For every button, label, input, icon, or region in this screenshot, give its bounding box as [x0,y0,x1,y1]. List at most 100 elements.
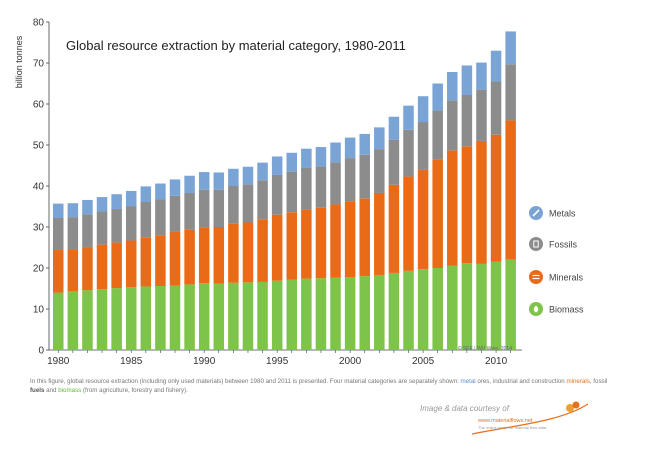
y-tick-label: 40 [33,182,45,193]
bar-fossils-2011 [505,64,516,121]
y-tick-label: 80 [33,18,45,29]
bar-biomass-2005 [417,269,429,350]
bar-minerals-1986 [140,237,152,287]
bar-biomass-1994 [257,281,268,350]
legend-item-fossils: Fossils [529,237,578,251]
bar-minerals-1998 [315,207,327,279]
legend-item-minerals: Minerals [529,270,584,284]
bar-metals-1996 [286,152,298,172]
bar-minerals-1993 [242,222,254,283]
bar-fossils-1993 [242,184,254,223]
bar-minerals-1990 [198,227,210,284]
bar-minerals-2001 [359,198,370,277]
bar-biomass-2007 [447,265,458,350]
bar-metals-2007 [447,72,458,101]
bar-minerals-1982 [82,247,93,291]
bar-metals-2011 [505,31,516,65]
caption-minerals: minerals [566,378,590,385]
bar-metals-2008 [461,65,473,95]
bar-fossils-2001 [359,154,370,199]
bar-fossils-2002 [374,149,385,193]
fossils-icon [529,237,543,251]
bar-fossils-1995 [271,174,283,215]
bar-biomass-1993 [242,282,254,350]
bar-metals-2004 [403,105,414,130]
bar-biomass-1980 [53,292,64,350]
caption-text-4: and [44,387,59,394]
bar-metals-1986 [140,186,152,202]
bar-biomass-1992 [228,282,239,350]
bar-biomass-2009 [476,263,487,350]
bar-fossils-2009 [476,89,487,141]
bar-metals-2009 [476,62,487,90]
bar-fossils-1985 [125,206,137,241]
bar-minerals-1987 [155,235,166,287]
chart-area: 0 10 20 30 40 50 60 70 80 1980 1985 1990 1995 2000 200… [14,18,584,368]
bar-biomass-1999 [330,277,341,350]
bar-minerals-1989 [184,229,195,285]
bar-biomass-1985 [125,287,137,350]
legend-item-metals: Metals [529,206,576,220]
bar-minerals-1980 [53,249,64,293]
bar-minerals-1991 [213,227,225,284]
bar-minerals-1994 [257,219,268,282]
caption-text-5: (from agriculture, forestry and fishery)… [81,387,188,394]
bar-fossils-1998 [315,166,327,208]
bar-biomass-1991 [213,283,225,350]
bar-biomass-2001 [359,276,370,350]
bar-metals-2006 [432,83,443,111]
bar-fossils-2004 [403,129,414,177]
bar-fossils-1984 [111,208,122,243]
bar-metals-1989 [184,175,195,193]
bar-metals-1993 [242,166,254,185]
bar-metals-1984 [111,194,122,209]
bar-metals-1995 [271,156,283,175]
bar-minerals-2002 [374,192,385,275]
bar-metals-1985 [125,190,137,207]
bar-fossils-1991 [213,189,225,227]
bar-biomass-2000 [344,277,356,350]
bar-metals-2003 [388,116,400,140]
bar-biomass-1987 [155,286,166,350]
bar-biomass-2002 [374,274,385,350]
bar-metals-1998 [315,147,327,167]
bar-fossils-1989 [184,192,195,230]
credit-url[interactable]: www.materialflows.net [478,418,533,424]
bar-biomass-1984 [111,288,122,350]
bar-fossils-1981 [67,217,79,250]
bar-metals-1982 [82,199,93,215]
credit-tagline: The online portal for material flow data [478,425,547,430]
bar-minerals-2004 [403,176,414,271]
bar-biomass-2011 [505,259,516,350]
bar-fossils-2008 [461,94,473,147]
source-note: © SEE | WU Wien, 2014 [458,345,512,352]
bar-minerals-1999 [330,204,341,278]
bar-biomass-1988 [169,285,181,350]
bar-fossils-1983 [96,211,108,245]
bar-biomass-1998 [315,278,327,350]
bar-fossils-1987 [155,199,166,236]
bar-fossils-1994 [257,180,268,220]
bar-fossils-1997 [301,167,312,210]
bar-fossils-1999 [330,162,341,205]
bar-fossils-1980 [53,217,64,250]
bar-minerals-1988 [169,231,181,286]
bar-biomass-1997 [301,278,312,350]
bar-metals-1997 [301,148,312,168]
bar-minerals-2011 [505,120,516,260]
bar-fossils-2010 [490,81,502,135]
y-tick-label: 10 [33,305,45,316]
materialflows-logo[interactable] [470,396,590,440]
bar-minerals-2006 [432,159,443,268]
caption-biomass: biomass [58,387,82,394]
chart-title: Global resource extraction by material c… [66,38,406,53]
y-tick-label: 0 [38,346,44,357]
bar-biomass-2006 [432,268,443,350]
bar-biomass-1982 [82,290,93,350]
legend-label: Fossils [549,240,578,250]
bar-metals-1987 [155,183,166,200]
y-tick-label: 20 [33,264,45,275]
bar-biomass-1986 [140,286,152,350]
bar-fossils-1992 [228,186,239,224]
bar-metals-2002 [374,127,385,150]
